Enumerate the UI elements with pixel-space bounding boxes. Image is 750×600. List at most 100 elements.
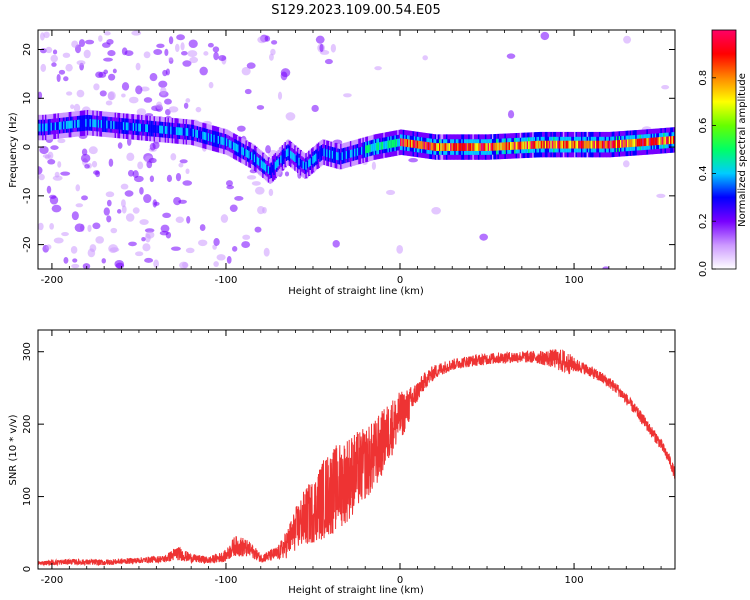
spectrogram-ridge-cell [415,140,418,149]
spectrogram-noise-cell [95,236,104,244]
spectrogram-noise-cell [52,49,58,55]
spectrogram-ridge-cell [464,143,467,151]
spectrogram-noise-cell [139,186,144,195]
spectrogram-noise-cell [63,76,69,82]
spectrogram-ridge-cell [394,139,397,148]
spectrogram-ridge-cell [39,123,42,132]
spectrogram-x-label: Height of straight line (km) [288,286,424,297]
spectrogram-noise-cell [121,82,130,91]
spectrogram-ridge-cell [89,119,92,127]
spectrogram-noise-cell [213,238,220,246]
spectrogram-ridge-cell [166,126,169,134]
spectrogram-noise-cell [70,245,78,254]
spectrogram-ridge-cell [168,126,172,135]
spectrogram-ridge-cell [472,143,475,151]
spectrogram-noise-cell [45,244,52,250]
spectrogram-ridge-cell [412,140,415,148]
spectrogram-ridge-cell [476,143,479,151]
spectrogram-noise-cell [141,237,146,242]
spectrogram-noise-cell [656,193,666,198]
y-tick-label: 200 [22,415,33,434]
spectrogram-ridge-cell [306,160,309,169]
spectrogram-ridge-cell [167,126,170,135]
spectrogram-ridge-cell [479,143,482,151]
spectrogram-ridge-cell [434,143,438,151]
spectrogram-noise-cell [115,262,125,269]
spectrogram-ridge-cell [367,144,371,153]
spectrogram-ridge-cell [174,126,177,135]
spectrogram-noise-cell [213,51,219,61]
spectrogram-noise-cell [158,80,168,88]
spectrogram-ridge-cell [654,137,658,146]
spectrogram-noise-cell [164,48,169,57]
spectrogram-ridge-cell [245,149,248,158]
spectrogram-noise-cell [199,66,208,76]
spectrogram-ridge-cell [546,140,549,149]
spectrogram-ridge-cell [337,152,340,161]
spectrogram-ridge-cell [543,140,546,149]
spectrogram-ridge-cell [535,140,538,149]
spectrogram-noise-cell [263,247,270,257]
spectrogram-ridge-cell [649,137,652,146]
spectrogram-noise-cell [139,219,149,225]
spectrogram-noise-cell [225,180,233,187]
spectrogram-ridge-cell [522,141,525,150]
spectrogram-noise-cell [81,148,88,156]
spectrogram-ridge-cell [341,152,344,161]
spectrogram-noise-cell [87,224,92,233]
spectrogram-noise-cell [246,62,256,69]
spectrogram-ridge-cell [74,120,77,128]
spectrogram-noise-cell [38,91,43,100]
spectrogram-ridge-cell [327,149,330,158]
spectrogram-ridge-cell [355,148,358,157]
spectrogram-ridge-cell [195,129,198,138]
spectrogram-ridge-cell [397,138,400,147]
spectrogram-ridge-cell [103,120,106,129]
spectrogram-ridge-cell [642,138,645,147]
spectrogram-noise-cell [101,258,106,264]
spectrogram-ridge-cell [658,137,662,145]
spectrogram-ridge-cell [617,140,620,148]
spectrogram-ridge-cell [93,119,96,128]
y-tick-label: 0 [22,144,33,150]
spectrogram-noise-cell [229,204,238,212]
y-tick-label: 20 [22,43,33,56]
spectrogram-noise-cell [226,185,234,190]
spectrogram-ridge-cell [299,158,302,167]
spectrogram-ridge-cell [607,140,610,149]
spectrogram-ridge-cell [214,135,218,143]
spectrogram-ridge-cell [416,140,419,149]
spectrogram-ridge-cell [608,140,612,149]
spectrogram-ridge-cell [352,149,355,157]
spectrogram-ridge-cell [309,158,312,167]
spectrogram-ridge-cell [99,119,102,128]
spectrogram-ridge-cell [329,150,332,158]
spectrogram-ridge-cell [128,122,131,131]
spectrogram-noise-cell [72,258,78,263]
spectrogram-ridge-cell [340,152,343,161]
spectrogram-ridge-cell [406,139,410,148]
spectrogram-noise-cell [422,55,428,61]
spectrogram-noise-cell [40,63,47,72]
spectrogram-ridge-cell [253,154,257,163]
spectrogram-noise-cell [75,184,81,192]
spectrogram-ridge-cell [518,141,521,150]
x-tick-label: 100 [565,275,584,286]
spectrogram-ridge-cell [40,123,43,132]
spectrogram-noise-cell [226,256,232,264]
spectrogram-ridge-cell [171,126,174,135]
spectrogram-ridge-cell [443,143,446,151]
spectrogram-noise-cell [254,226,262,233]
spectrogram-noise-cell [63,256,69,264]
spectrogram-ridge-cell [209,133,212,142]
spectrogram-ridge-cell [57,122,60,130]
spectrogram-ridge-cell [235,143,238,152]
spectrogram-ridge-cell [238,145,241,154]
spectrogram-ridge-cell [525,141,528,150]
spectrogram-ridge-cell [161,125,165,134]
spectrogram-noise-cell [207,42,214,48]
spectrogram-noise-cell [374,66,382,71]
spectrogram-noise-cell [144,228,155,233]
spectrogram-noise-cell [110,227,118,234]
spectrogram-ridge-cell [624,139,627,148]
